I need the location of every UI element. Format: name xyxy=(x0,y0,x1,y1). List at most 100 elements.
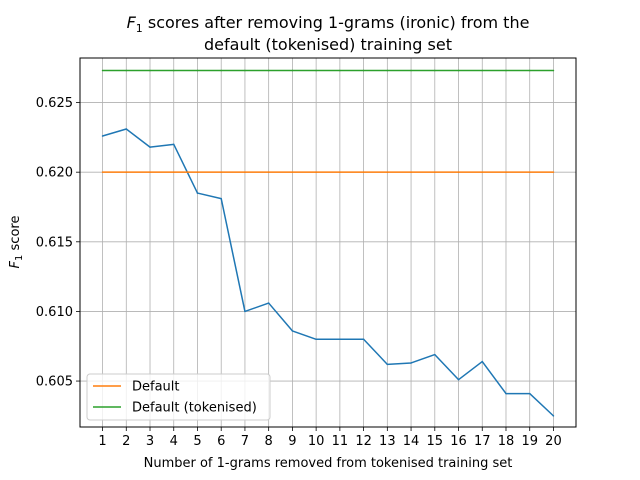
x-tick-label: 15 xyxy=(427,434,444,449)
x-tick-label: 12 xyxy=(355,434,372,449)
x-tick-label: 16 xyxy=(450,434,467,449)
x-tick-label: 17 xyxy=(474,434,491,449)
data-point xyxy=(220,197,222,200)
data-point xyxy=(362,171,365,173)
data-point xyxy=(196,69,199,72)
data-point xyxy=(528,392,531,395)
x-tick-label: 4 xyxy=(170,434,178,449)
x-tick-label: 5 xyxy=(193,434,201,449)
data-point xyxy=(196,171,199,173)
data-point xyxy=(172,143,175,146)
data-point xyxy=(386,171,389,173)
x-tick-label: 19 xyxy=(521,434,538,449)
data-point xyxy=(505,171,507,173)
data-point xyxy=(410,69,412,72)
data-point xyxy=(528,171,531,173)
y-tick-label: 0.610 xyxy=(36,305,73,320)
data-point xyxy=(267,171,270,173)
x-tick-label: 3 xyxy=(146,434,154,449)
y-tick-label: 0.620 xyxy=(36,166,73,181)
data-point xyxy=(244,310,246,313)
legend-box xyxy=(86,373,271,421)
data-point xyxy=(172,171,175,173)
data-point xyxy=(410,171,412,173)
x-axis-label: Number of 1-grams removed from tokenised… xyxy=(144,456,513,471)
data-point xyxy=(196,192,199,194)
legend-label: Default (tokenised) xyxy=(132,401,257,416)
chart-title-line2: default (tokenised) training set xyxy=(204,35,452,54)
data-point xyxy=(552,171,555,173)
data-point xyxy=(149,69,151,72)
data-point xyxy=(552,415,555,417)
data-point xyxy=(291,69,294,72)
data-point xyxy=(481,171,484,173)
data-point xyxy=(291,330,294,332)
data-point xyxy=(220,69,222,72)
data-point xyxy=(457,69,460,72)
x-axis: 1 2 3 4 5 6 7 8 9 10 11 12 13 14 15 16 17 18 19 20 xyxy=(98,427,562,449)
data-point xyxy=(552,69,555,72)
data-point xyxy=(315,69,317,72)
x-tick-label: 11 xyxy=(332,434,349,449)
data-point xyxy=(434,353,436,356)
x-tick-label: 1 xyxy=(98,434,106,449)
chart-title-line1: F1 scores after removing 1-grams (ironic… xyxy=(127,13,530,35)
data-point xyxy=(101,171,104,173)
x-tick-label: 7 xyxy=(241,434,249,449)
data-point xyxy=(101,135,104,137)
data-point xyxy=(386,69,389,72)
series-group xyxy=(101,69,555,417)
data-point xyxy=(125,128,128,130)
data-point xyxy=(244,171,246,173)
data-point xyxy=(244,69,246,72)
x-tick-label: 10 xyxy=(308,434,325,449)
legend: Default Default (tokenised) xyxy=(86,373,271,421)
data-point xyxy=(172,69,175,72)
data-point xyxy=(125,69,128,72)
data-point xyxy=(149,146,151,148)
data-point xyxy=(481,360,484,363)
data-point xyxy=(315,171,317,173)
data-point xyxy=(434,69,436,72)
data-point xyxy=(505,69,507,72)
x-tick-label: 18 xyxy=(498,434,515,449)
data-point xyxy=(481,69,484,72)
x-tick-label: 20 xyxy=(545,434,562,449)
grid xyxy=(80,58,576,427)
y-axis-label: F1 score xyxy=(8,216,25,269)
data-point xyxy=(101,69,104,72)
y-tick-label: 0.625 xyxy=(36,96,73,111)
series-line-1 xyxy=(102,128,554,417)
data-point xyxy=(339,338,341,341)
y-tick-label: 0.615 xyxy=(36,235,73,250)
data-point xyxy=(315,338,317,341)
x-tick-label: 8 xyxy=(265,434,273,449)
data-point xyxy=(434,171,436,173)
data-point xyxy=(220,171,222,173)
data-point xyxy=(457,378,460,381)
x-tick-label: 6 xyxy=(217,434,225,449)
plot-frame xyxy=(79,57,577,428)
x-tick-label: 2 xyxy=(122,434,130,449)
data-point xyxy=(362,69,365,72)
data-point xyxy=(410,362,412,364)
y-tick-label: 0.605 xyxy=(36,375,73,390)
data-point xyxy=(339,171,341,173)
data-point xyxy=(267,69,270,72)
data-point xyxy=(291,171,294,173)
x-tick-label: 9 xyxy=(288,434,296,449)
x-tick-label: 13 xyxy=(379,434,396,449)
data-point xyxy=(362,338,365,341)
data-point xyxy=(267,302,270,304)
data-point xyxy=(457,171,460,173)
data-point xyxy=(125,171,128,173)
data-point xyxy=(339,69,341,72)
data-point xyxy=(528,69,531,72)
legend-label: Default xyxy=(132,380,180,395)
x-tick-label: 14 xyxy=(403,434,420,449)
data-point xyxy=(386,363,389,366)
data-point xyxy=(505,392,507,395)
y-axis: 0.605 0.610 0.615 0.620 0.625 xyxy=(36,96,80,390)
data-point xyxy=(149,171,151,173)
